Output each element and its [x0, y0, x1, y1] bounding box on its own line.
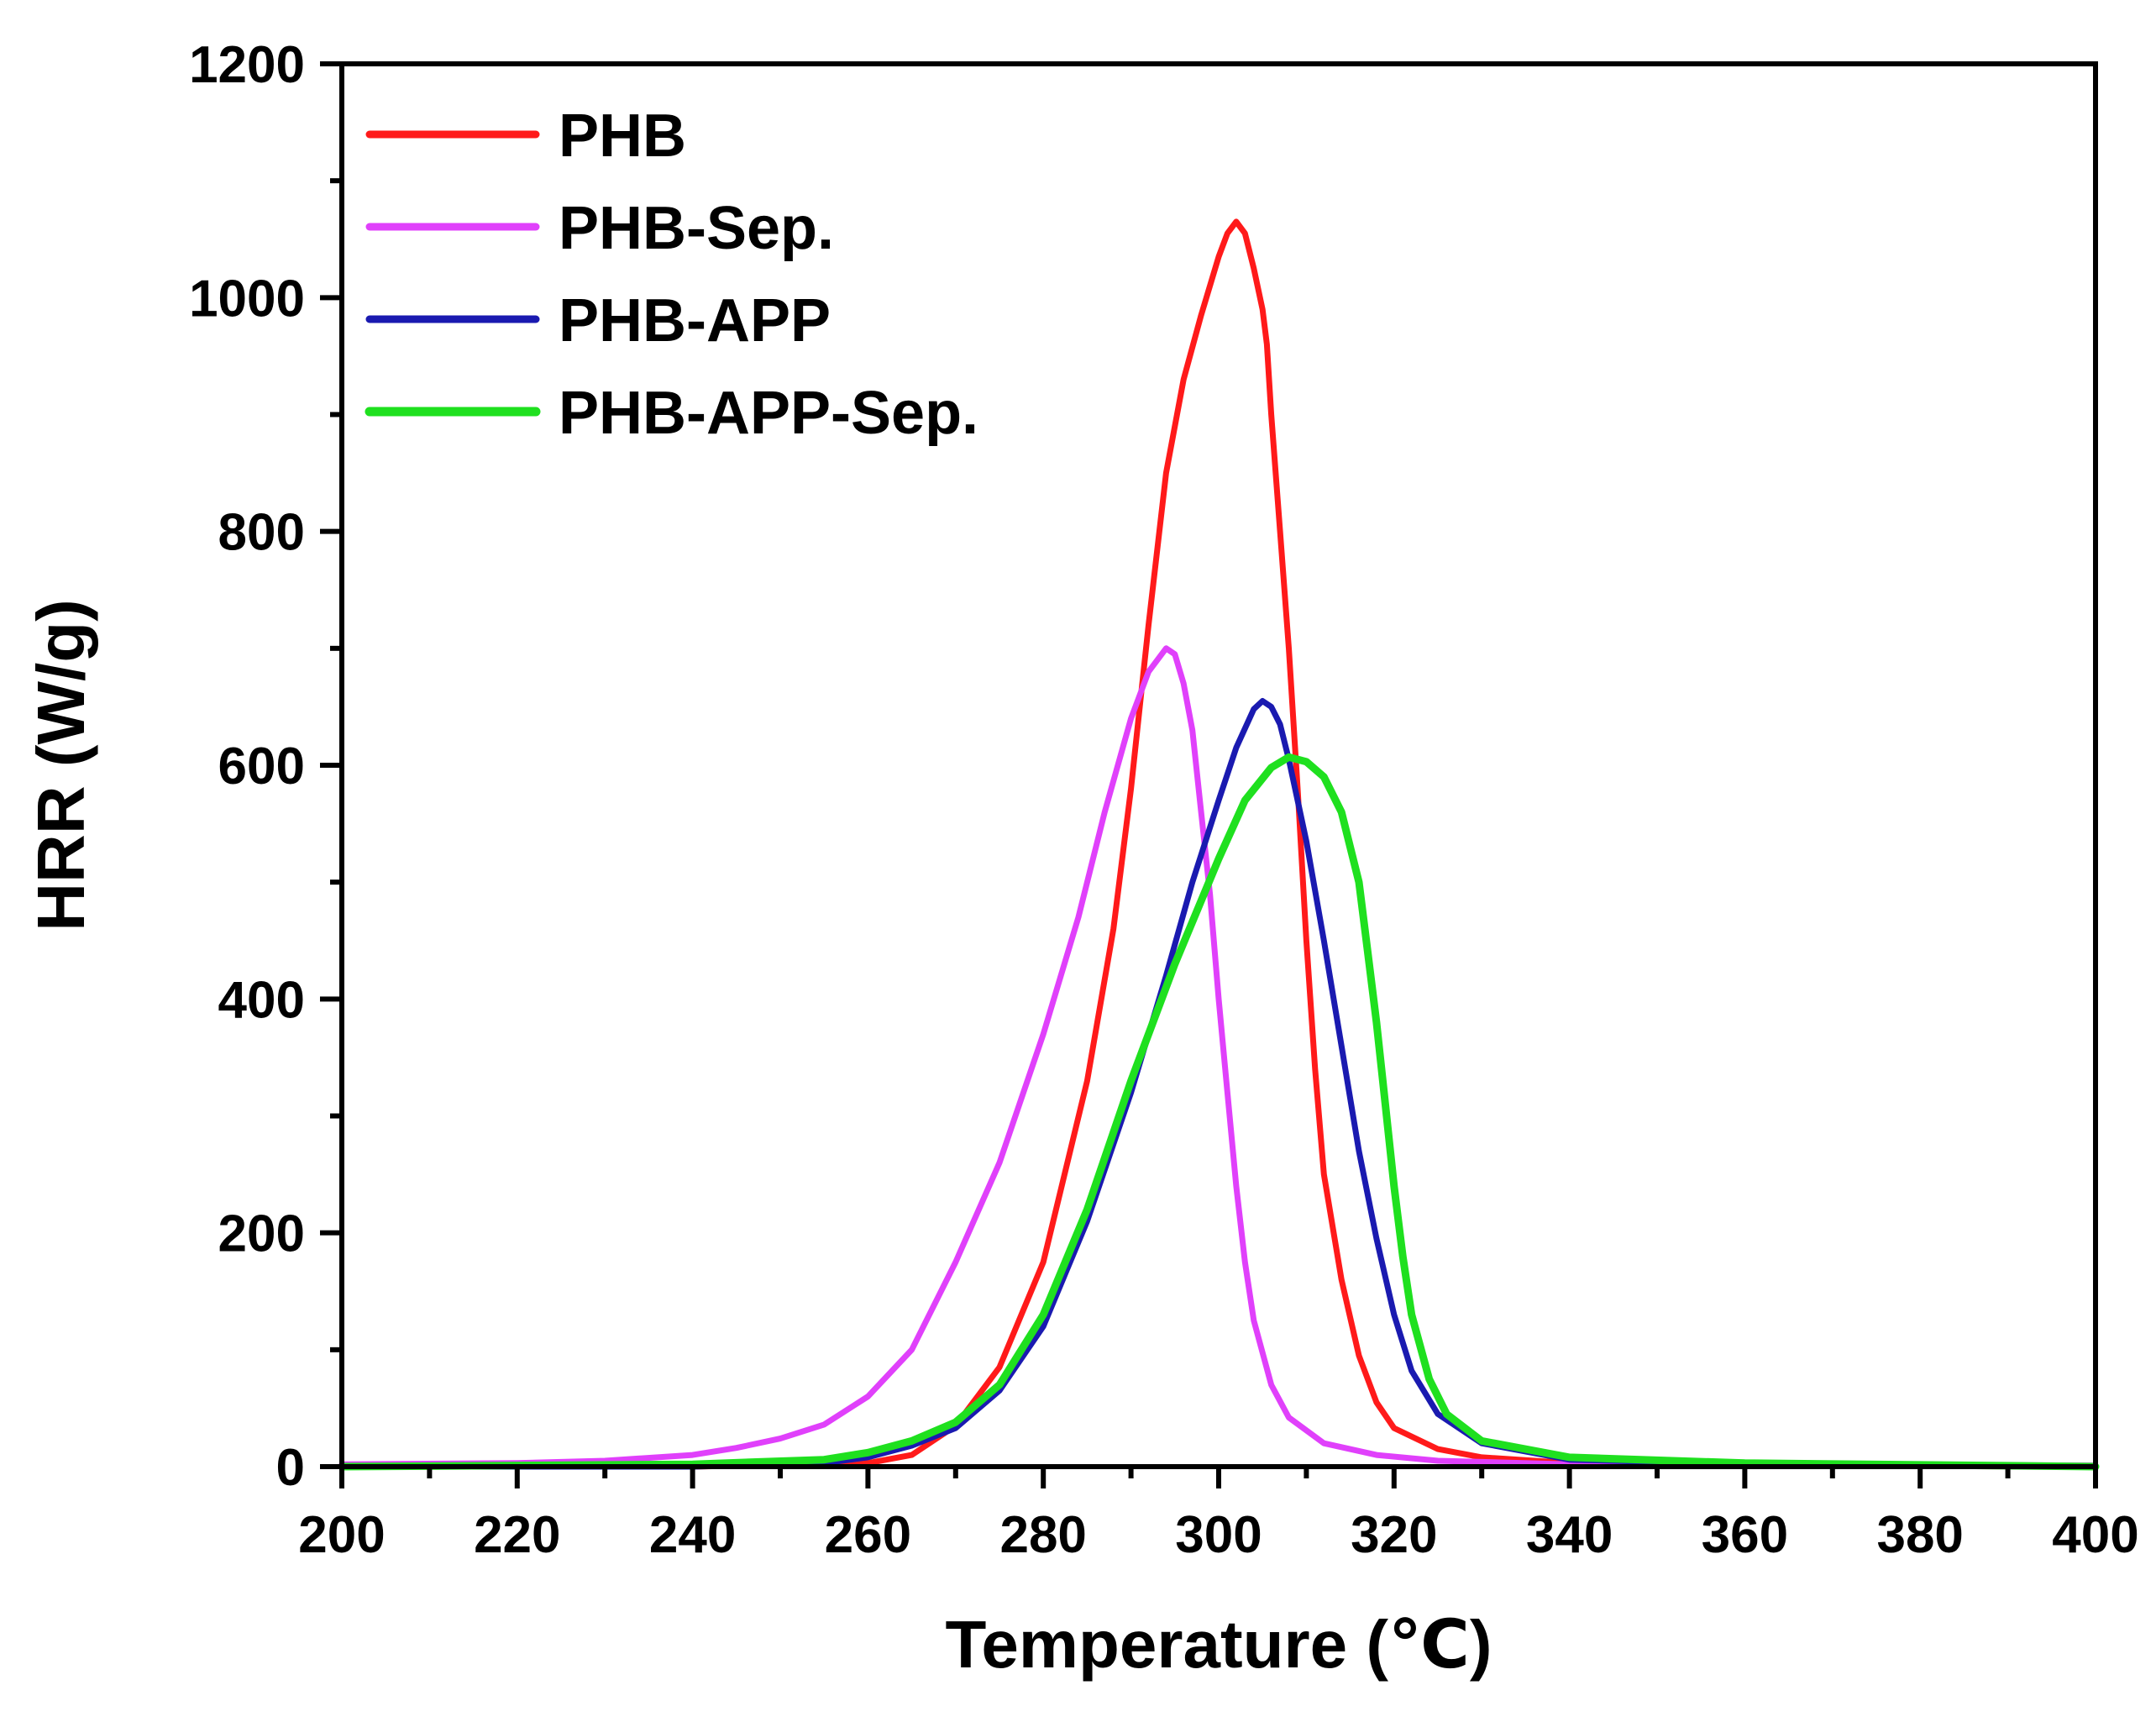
y-tick-label: 800 — [218, 504, 305, 562]
series-line-phb-sep — [338, 645, 2099, 1469]
legend-label-phb: PHB — [559, 102, 686, 170]
x-tick-label: 340 — [1526, 1506, 1613, 1564]
legend: PHB PHB-Sep. PHB-APP PHB-APP-Sep. — [365, 102, 978, 447]
x-tick-label: 220 — [474, 1506, 560, 1564]
y-tick-label: 600 — [218, 738, 305, 795]
series-line-phb-app — [338, 698, 2099, 1470]
legend-label-phb-app: PHB-APP — [559, 287, 831, 354]
y-tick-label: 200 — [218, 1205, 305, 1263]
legend-label-phb-sep: PHB-Sep. — [559, 195, 834, 262]
y-axis-title: HRR (W/g) — [24, 599, 98, 931]
tick-label-layer: 200 220 240 260 280 300 320 340 360 380 400 0 200 400… — [189, 36, 2139, 1564]
legend-label-phb-app-sep: PHB-APP-Sep. — [559, 380, 978, 447]
x-axis-title: Temperature (℃) — [945, 1607, 1492, 1682]
y-tick-label: 1000 — [189, 270, 305, 328]
x-tick-label: 260 — [825, 1506, 911, 1564]
y-tick-label: 1200 — [189, 36, 305, 94]
x-tick-label: 320 — [1351, 1506, 1437, 1564]
series-layer — [338, 218, 2100, 1471]
y-tick-label: 0 — [276, 1439, 305, 1497]
x-tick-label: 240 — [649, 1506, 736, 1564]
y-tick-label: 400 — [218, 971, 305, 1029]
x-tick-label: 280 — [999, 1506, 1086, 1564]
x-tick-label: 300 — [1175, 1506, 1262, 1564]
x-tick-label: 360 — [1702, 1506, 1788, 1564]
x-tick-label: 200 — [298, 1506, 385, 1564]
x-tick-label: 400 — [2052, 1506, 2138, 1564]
series-line-phb — [338, 218, 2099, 1470]
series-line-phb-app-sep — [338, 753, 2100, 1471]
tick-layer — [320, 61, 2098, 1488]
x-tick-label: 380 — [1876, 1506, 1963, 1564]
